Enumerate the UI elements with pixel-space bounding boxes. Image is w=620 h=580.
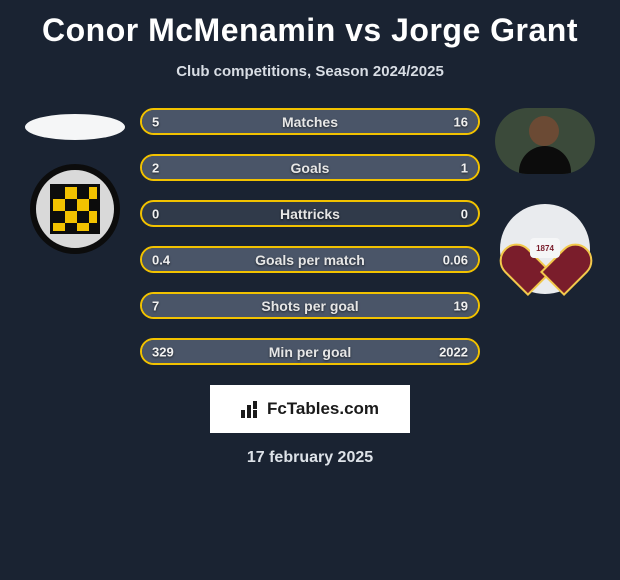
stat-bar-row: 2 1 Goals (140, 154, 480, 181)
right-column: 1874 (490, 108, 600, 294)
player1-placeholder (25, 114, 125, 140)
stat-value-left: 0.4 (152, 252, 170, 267)
club1-badge-pattern (50, 184, 100, 234)
stat-bar-fill-left (142, 156, 367, 179)
stat-bar-row: 0 0 Hattricks (140, 200, 480, 227)
fctables-logomark-icon (241, 400, 263, 418)
stat-label: Min per goal (269, 344, 351, 360)
stat-value-left: 0 (152, 206, 159, 221)
stat-value-left: 329 (152, 344, 174, 359)
stat-value-right: 1 (461, 160, 468, 175)
club2-badge: 1874 (500, 204, 590, 294)
content-row: 5 16 Matches 2 1 Goals 0 0 Hattricks 0.4 0.06 Goals… (0, 108, 620, 365)
stat-label: Goals (291, 160, 330, 176)
stat-bar-row: 5 16 Matches (140, 108, 480, 135)
footer-brand-logo: FcTables.com (210, 385, 410, 433)
stat-bar-row: 7 19 Shots per goal (140, 292, 480, 319)
footer-brand-text: FcTables.com (267, 399, 379, 419)
stat-bar-fill-right (223, 110, 478, 133)
stat-label: Hattricks (280, 206, 340, 222)
club1-badge (30, 164, 120, 254)
stat-value-left: 2 (152, 160, 159, 175)
stat-value-right: 2022 (439, 344, 468, 359)
subtitle: Club competitions, Season 2024/2025 (176, 63, 444, 80)
player2-photo (495, 108, 595, 174)
club2-badge-year: 1874 (530, 238, 560, 258)
stat-label: Matches (282, 114, 338, 130)
stat-value-left: 5 (152, 114, 159, 129)
footer-date: 17 february 2025 (247, 449, 373, 467)
club2-heart-icon: 1874 (516, 220, 574, 278)
left-column (20, 108, 130, 254)
stat-bar-row: 0.4 0.06 Goals per match (140, 246, 480, 273)
stat-bar-row: 329 2022 Min per goal (140, 338, 480, 365)
infographic-container: Conor McMenamin vs Jorge Grant Club comp… (0, 0, 620, 467)
stat-value-left: 7 (152, 298, 159, 313)
page-title: Conor McMenamin vs Jorge Grant (42, 12, 578, 49)
stat-bars: 5 16 Matches 2 1 Goals 0 0 Hattricks 0.4 0.06 Goals… (140, 108, 480, 365)
stat-value-right: 19 (454, 298, 468, 313)
stat-label: Shots per goal (261, 298, 358, 314)
stat-label: Goals per match (255, 252, 365, 268)
stat-value-right: 0.06 (443, 252, 468, 267)
stat-value-right: 0 (461, 206, 468, 221)
stat-value-right: 16 (454, 114, 468, 129)
